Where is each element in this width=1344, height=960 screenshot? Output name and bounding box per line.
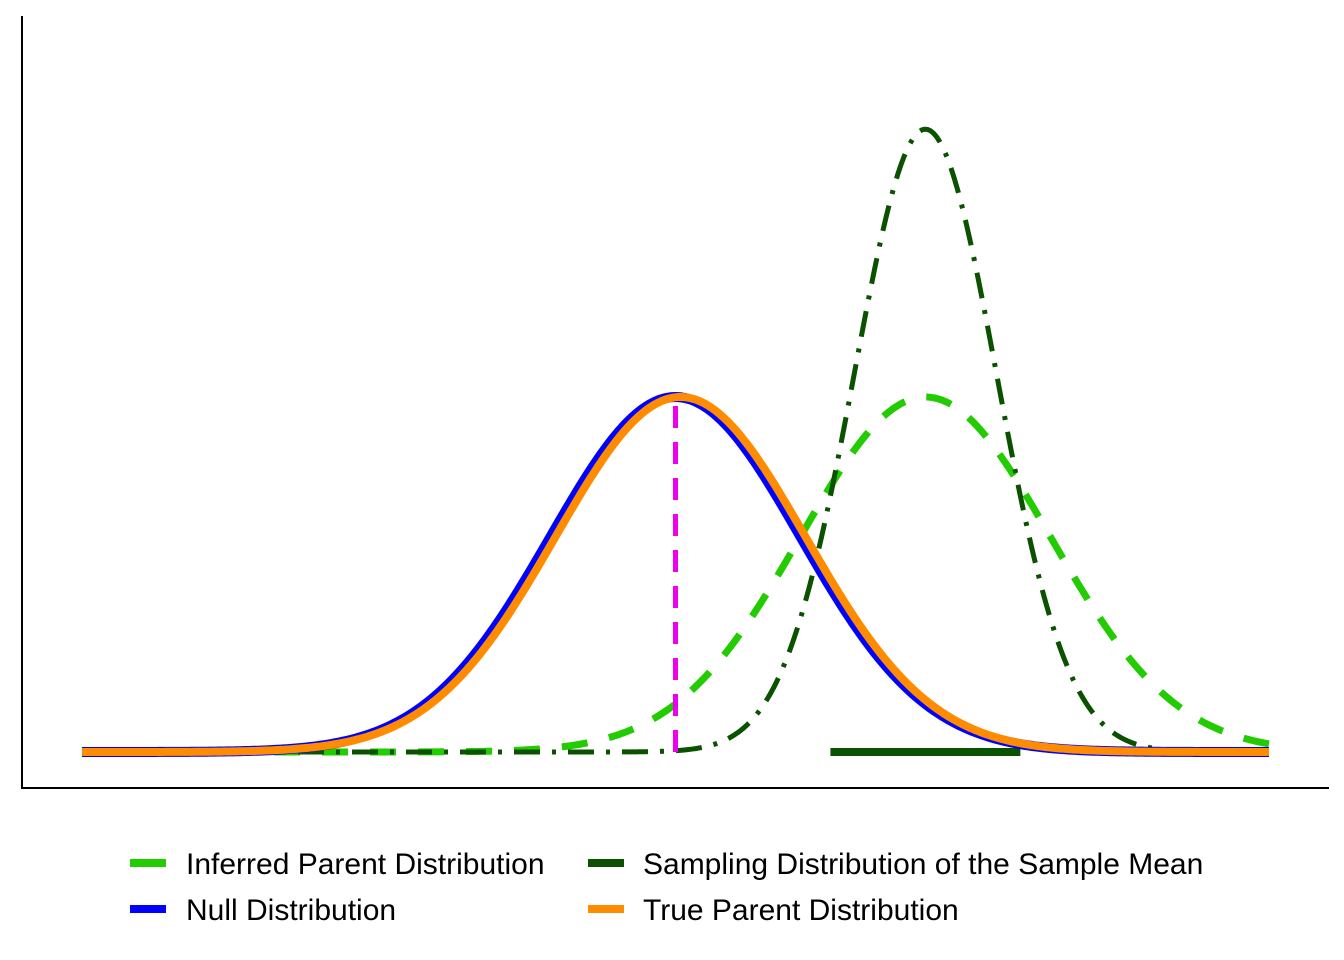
legend-item-true-parent: True Parent Distribution (588, 894, 959, 927)
legend-label-true-parent: True Parent Distribution (643, 894, 959, 927)
legend: Inferred Parent Distribution Sampling Di… (130, 848, 1203, 927)
legend-item-sampling-distribution: Sampling Distribution of the Sample Mean (588, 848, 1203, 881)
legend-label-null-distribution: Null Distribution (186, 894, 396, 927)
series-line-true_parent (80, 393, 1271, 756)
legend-item-null-distribution: Null Distribution (130, 894, 396, 927)
legend-label-inferred-parent: Inferred Parent Distribution (186, 848, 545, 881)
legend-item-inferred-parent: Inferred Parent Distribution (130, 848, 545, 881)
legend-label-sampling-distribution: Sampling Distribution of the Sample Mean (643, 848, 1203, 881)
series-layer (79, 126, 1272, 757)
plot-area (21, 16, 1329, 789)
